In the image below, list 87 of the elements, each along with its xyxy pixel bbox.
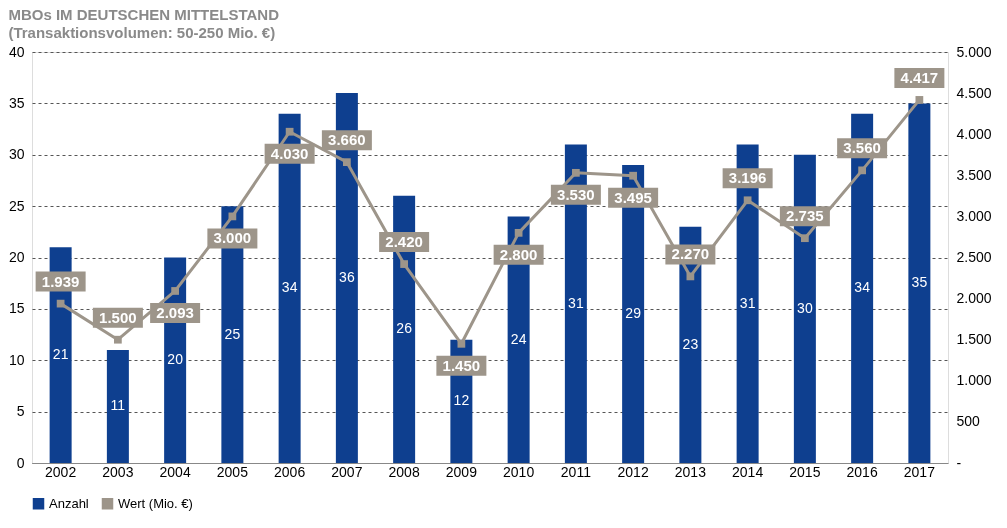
x-tick-label: 2017	[903, 463, 936, 480]
legend-label: Wert (Mio. €)	[118, 495, 193, 511]
x-tick-label: 2015	[789, 463, 821, 480]
point	[285, 127, 294, 136]
data-label: 3.495	[614, 188, 652, 206]
y2-tick-label: 4.500	[956, 84, 992, 101]
data-label: 34	[281, 279, 298, 296]
y2-tick-label: 1.000	[956, 372, 992, 389]
data-label: 2.420	[385, 233, 423, 251]
data-label: 34	[854, 279, 871, 296]
y-tick-label: 10	[8, 351, 25, 368]
x-tick-label: 2009	[445, 463, 478, 480]
data-label: 2.093	[156, 303, 194, 321]
point	[400, 260, 408, 268]
point	[915, 96, 924, 104]
y-tick-label: 20	[8, 249, 25, 265]
data-label: 24	[510, 330, 527, 347]
point	[171, 287, 179, 295]
y2-tick-label: 3.500	[956, 166, 992, 183]
x-tick-label: 2012	[617, 463, 649, 480]
data-label: 11	[110, 397, 126, 414]
x-tick-label: 2003	[102, 463, 134, 480]
y-tick-label: 40	[8, 43, 25, 60]
point	[743, 196, 752, 205]
point	[801, 234, 809, 243]
y-tick-label: 35	[8, 94, 25, 111]
x-tick-label: 2002	[45, 463, 77, 480]
y2-tick-label: 1.500	[956, 331, 992, 348]
data-label: 23	[682, 335, 699, 352]
x-tick-label: 2006	[274, 463, 306, 480]
x-tick-label: 2004	[159, 463, 191, 480]
data-label: 1.939	[41, 272, 80, 290]
y-tick-label: 0	[16, 454, 25, 471]
data-label: 35	[911, 274, 928, 291]
legend-label: Anzahl	[49, 495, 89, 511]
data-label: 26	[396, 320, 413, 337]
x-tick-label: 2016	[846, 463, 878, 480]
point	[457, 339, 466, 348]
y2-tick-label: 4.000	[956, 125, 992, 142]
point	[514, 228, 523, 237]
data-label: 31	[739, 294, 756, 311]
data-label: 4.417	[900, 68, 939, 86]
x-tick-label: 2013	[674, 463, 707, 480]
y2-tick-label: 500	[956, 413, 981, 430]
data-label: 12	[453, 392, 470, 409]
x-tick-label: 2007	[331, 463, 363, 480]
data-label: 4.030	[270, 144, 309, 162]
data-label: 25	[224, 325, 241, 342]
y-tick-label: 25	[8, 197, 25, 214]
y-tick-label: 5	[16, 403, 25, 420]
y2-tick-label: -	[956, 454, 962, 471]
data-label: 31	[568, 294, 584, 311]
point	[858, 166, 866, 175]
data-label: 21	[52, 346, 69, 363]
data-label: 36	[339, 269, 355, 286]
chart-subtitle: (Transaktionsvolumen: 50-250 Mio. €)	[8, 24, 276, 41]
x-tick-label: 2008	[388, 463, 420, 480]
chart-title: MBOs IM DEUTSCHEN MITTELSTAND	[8, 6, 280, 23]
y-tick-label: 30	[8, 146, 25, 163]
data-label: 3.530	[557, 185, 595, 203]
bar	[908, 103, 931, 463]
x-tick-label: 2014	[732, 463, 764, 480]
y2-tick-label: 2.000	[956, 290, 992, 307]
data-label: 29	[625, 305, 642, 322]
y2-tick-label: 2.500	[956, 249, 992, 265]
y-tick-label: 15	[8, 300, 25, 317]
point	[572, 168, 580, 177]
bar	[106, 349, 129, 463]
point	[114, 335, 122, 344]
data-label: 2.735	[786, 207, 824, 225]
point	[343, 158, 351, 167]
y2-tick-label: 3.000	[956, 207, 992, 224]
x-tick-label: 2011	[560, 463, 592, 480]
data-label: 2.270	[671, 245, 710, 263]
y2-tick-label: 5.000	[956, 43, 992, 60]
x-tick-label: 2005	[216, 463, 249, 480]
data-label: 1.500	[99, 308, 137, 326]
data-label: 1.450	[442, 356, 481, 374]
data-label: 3.000	[213, 229, 252, 247]
point	[629, 171, 637, 180]
data-label: 2.800	[499, 245, 538, 263]
data-label: 20	[167, 351, 184, 368]
x-tick-label: 2010	[503, 463, 535, 480]
data-label: 30	[797, 299, 813, 316]
data-label: 3.560	[843, 139, 881, 157]
data-label: 3.660	[328, 131, 366, 149]
data-label: 3.196	[728, 169, 767, 187]
